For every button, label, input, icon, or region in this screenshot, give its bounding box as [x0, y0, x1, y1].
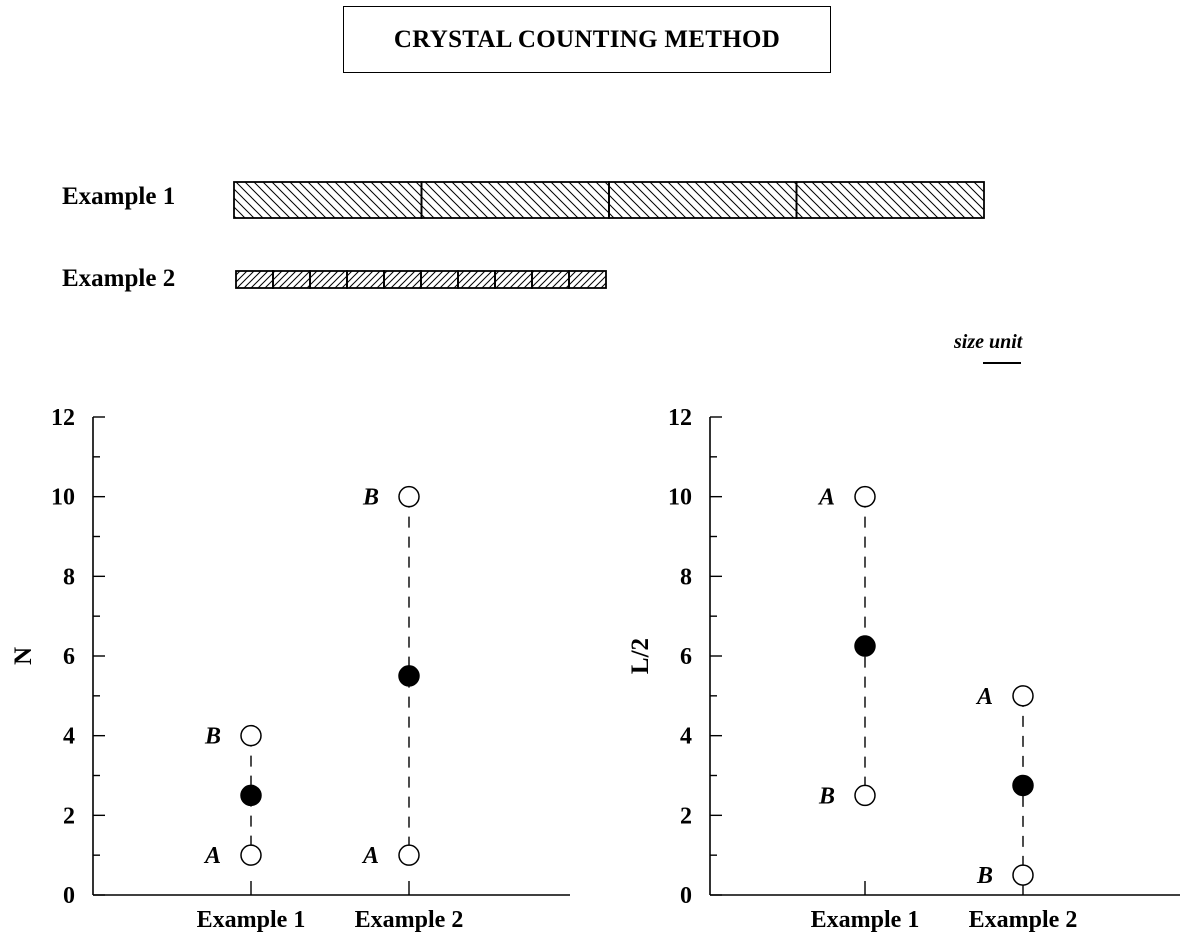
point-label: A — [361, 843, 379, 869]
example-2-crystal-10 — [568, 270, 607, 289]
y-tick-label: 6 — [680, 644, 692, 670]
example-2-crystals — [235, 270, 607, 289]
n-plot: 0 2 4 6 8 10 12 N Example 1 A B Example 2 A B — [10, 405, 570, 933]
y-tick-label: 6 — [63, 644, 75, 670]
bound-point — [398, 844, 420, 866]
bound-point — [854, 485, 876, 508]
y-tick-label: 2 — [680, 803, 692, 829]
bound-point — [1012, 864, 1034, 886]
mean-point — [398, 665, 420, 687]
y-tick-label: 0 — [63, 883, 75, 909]
y-tick-label: 10 — [51, 485, 75, 511]
y-tick-label: 8 — [680, 564, 692, 590]
point-label: B — [362, 485, 379, 511]
example-2-crystal-4 — [346, 270, 385, 289]
point-label: B — [818, 783, 835, 809]
x-category-label: Example 2 — [969, 907, 1078, 933]
title-box: CRYSTAL COUNTING METHOD — [343, 6, 831, 73]
y-tick-label: 4 — [63, 724, 75, 750]
y-tick-label: 10 — [668, 485, 692, 511]
example-1-label: Example 1 — [62, 183, 176, 210]
point-label: A — [975, 684, 993, 710]
point-label: B — [976, 863, 993, 889]
l-half-plot: 0 2 4 6 8 10 12 L/2 Example 1 A B Example 2 A B — [627, 405, 1180, 933]
y-tick-label: 12 — [668, 405, 692, 431]
example-1-crystal-1 — [233, 181, 423, 219]
example-2-crystal-3 — [309, 270, 348, 289]
example-2-crystal-5 — [383, 270, 422, 289]
example-1-crystal-4 — [795, 181, 985, 219]
y-tick-label: 4 — [680, 724, 692, 750]
point-label: B — [204, 724, 221, 750]
example-1-crystals — [233, 181, 985, 219]
bound-point — [1012, 685, 1034, 707]
point-label: A — [817, 485, 835, 511]
y-tick-label: 0 — [680, 883, 692, 909]
x-category-label: Example 1 — [811, 907, 920, 933]
bound-point — [240, 844, 262, 866]
example-2-crystal-7 — [457, 270, 496, 289]
size-unit-bar — [983, 362, 1021, 364]
example-2-crystal-1 — [235, 270, 274, 289]
y-tick-label: 8 — [63, 564, 75, 590]
y-axis-title: L/2 — [627, 638, 654, 674]
size-unit-label: size unit — [954, 331, 1023, 353]
x-category-label: Example 1 — [197, 907, 306, 933]
example-2-crystal-8 — [494, 270, 533, 289]
example-2-crystal-6 — [420, 270, 459, 289]
example-2-crystal-9 — [531, 270, 570, 289]
bound-point — [240, 724, 262, 747]
y-tick-label: 2 — [63, 803, 75, 829]
bound-point — [398, 485, 420, 508]
example-2-crystal-2 — [272, 270, 311, 289]
y-axis-title: N — [10, 647, 37, 665]
mean-point — [240, 784, 262, 807]
point-label: A — [203, 843, 221, 869]
page-title: CRYSTAL COUNTING METHOD — [393, 25, 781, 53]
example-1-crystal-2 — [420, 181, 610, 219]
mean-point — [854, 635, 876, 657]
y-tick-label: 12 — [51, 405, 75, 431]
bound-point — [854, 784, 876, 807]
example-1-crystal-3 — [608, 181, 798, 219]
example-2-label: Example 2 — [62, 265, 176, 292]
x-category-label: Example 2 — [355, 907, 464, 933]
mean-point — [1012, 774, 1034, 797]
